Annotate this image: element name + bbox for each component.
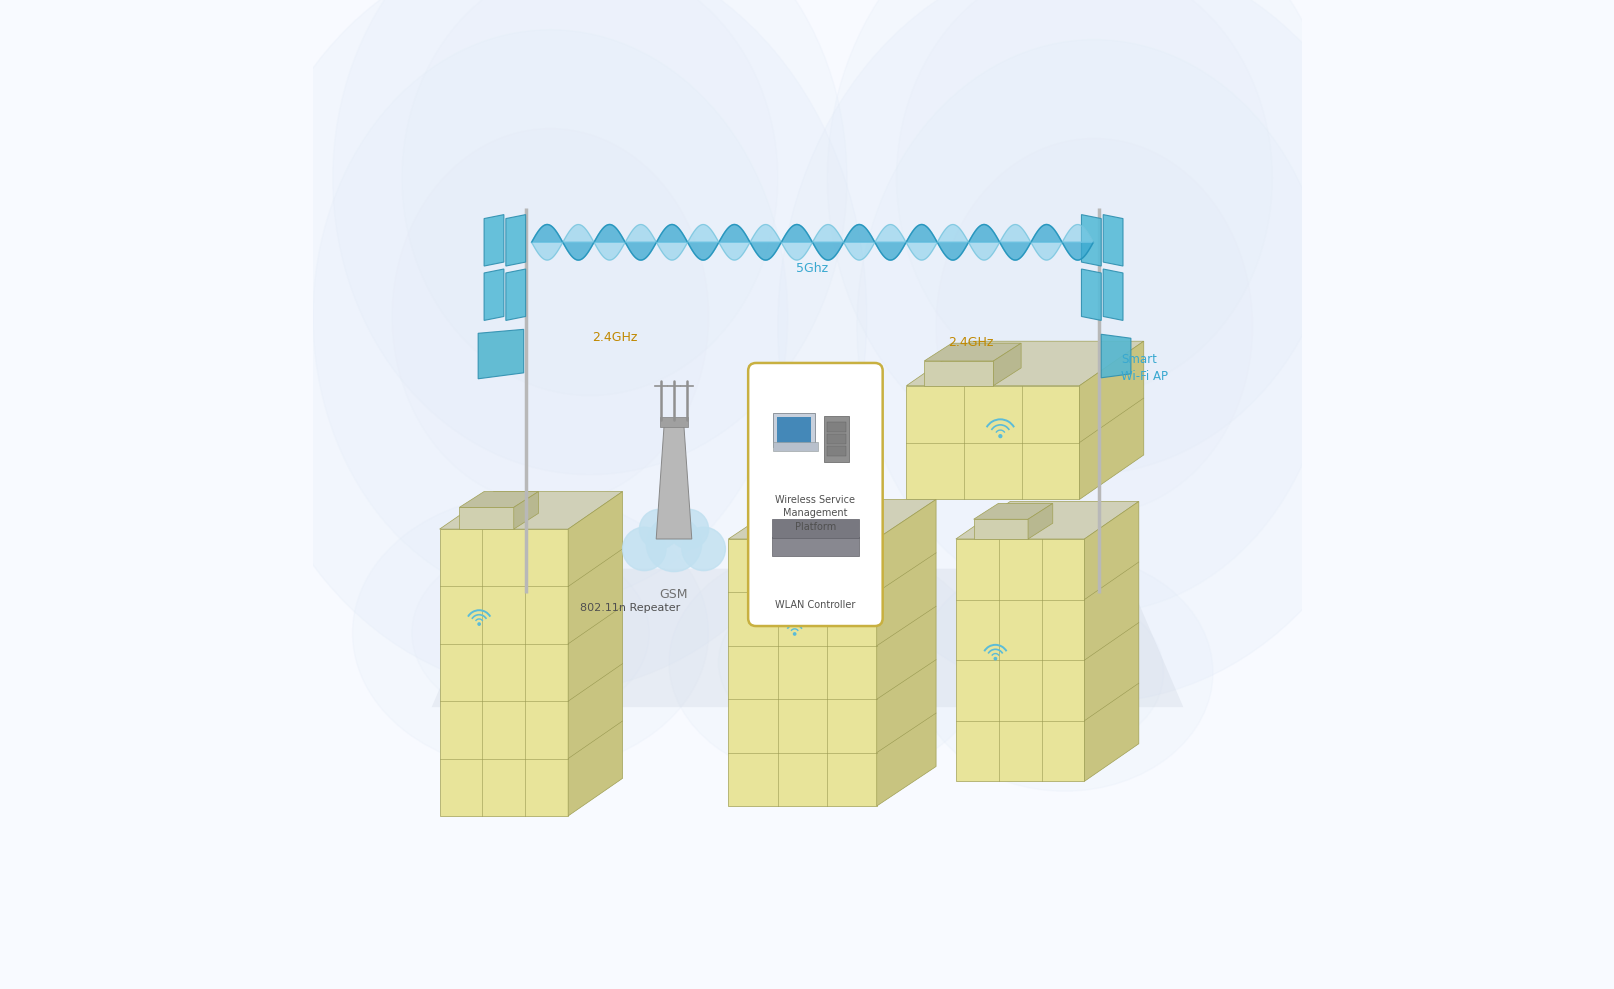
FancyBboxPatch shape [747,363,883,626]
Polygon shape [923,361,993,386]
Ellipse shape [352,494,709,771]
Ellipse shape [412,544,649,722]
Polygon shape [905,386,1078,499]
Polygon shape [484,215,504,266]
Ellipse shape [402,0,778,396]
Polygon shape [439,492,621,529]
Ellipse shape [915,554,1212,791]
Text: 802.11n Repeater: 802.11n Repeater [579,603,679,613]
Text: 2.4GHz: 2.4GHz [947,336,993,349]
Ellipse shape [234,0,867,692]
FancyBboxPatch shape [826,422,846,432]
Polygon shape [513,492,537,529]
Ellipse shape [826,0,1341,475]
Polygon shape [1083,501,1138,781]
Polygon shape [1101,334,1130,378]
Polygon shape [973,503,1052,519]
Text: WLAN Controller: WLAN Controller [775,600,855,610]
FancyBboxPatch shape [771,537,859,556]
FancyBboxPatch shape [776,417,810,443]
Polygon shape [1028,503,1052,539]
Polygon shape [439,529,568,816]
Polygon shape [655,425,691,539]
Polygon shape [458,507,513,529]
Polygon shape [1102,215,1122,266]
Text: 2.4GHz: 2.4GHz [592,331,638,344]
Ellipse shape [332,0,846,475]
FancyBboxPatch shape [826,434,846,444]
Text: 5Ghz: 5Ghz [796,262,828,275]
Ellipse shape [857,40,1332,613]
Ellipse shape [936,138,1252,514]
Polygon shape [505,215,525,266]
FancyBboxPatch shape [823,416,849,462]
Circle shape [999,435,1001,437]
Polygon shape [1081,215,1101,266]
Polygon shape [1081,269,1101,320]
Ellipse shape [313,30,788,603]
Polygon shape [923,343,1020,361]
FancyBboxPatch shape [826,446,846,456]
Polygon shape [660,417,688,427]
Polygon shape [1102,269,1122,320]
Polygon shape [478,329,523,379]
Ellipse shape [668,544,985,781]
FancyBboxPatch shape [773,413,815,447]
FancyBboxPatch shape [773,442,817,451]
Circle shape [646,516,700,572]
Circle shape [621,527,665,571]
Polygon shape [905,341,1143,386]
Ellipse shape [778,0,1411,702]
Polygon shape [484,269,504,320]
Circle shape [792,633,796,635]
Polygon shape [728,539,876,806]
Polygon shape [955,539,1083,781]
Ellipse shape [718,584,936,742]
Polygon shape [876,499,936,806]
Polygon shape [993,343,1020,386]
Polygon shape [458,492,537,507]
Ellipse shape [392,129,709,504]
Text: Smart
Wi-Fi AP: Smart Wi-Fi AP [1120,353,1167,383]
Ellipse shape [896,0,1272,396]
Ellipse shape [965,593,1162,752]
Circle shape [681,527,725,571]
Circle shape [668,509,709,549]
Polygon shape [568,492,621,816]
Polygon shape [1078,341,1143,499]
Polygon shape [955,501,1138,539]
FancyBboxPatch shape [771,519,859,538]
Polygon shape [728,499,936,539]
Circle shape [994,658,996,660]
Polygon shape [431,569,1183,707]
Polygon shape [973,519,1028,539]
Polygon shape [505,269,525,320]
Text: Wireless Service
Management
Platform: Wireless Service Management Platform [775,494,855,532]
Text: GSM: GSM [660,588,688,601]
Circle shape [639,509,678,549]
Circle shape [478,623,479,625]
